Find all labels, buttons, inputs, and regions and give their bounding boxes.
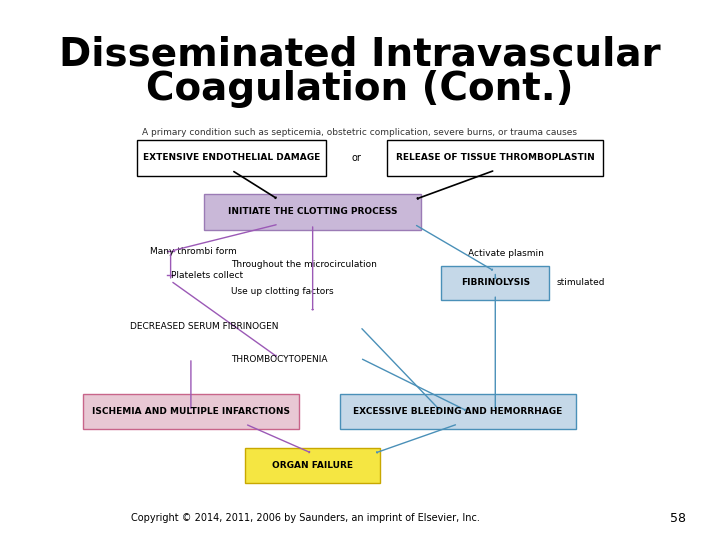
Text: ISCHEMIA AND MULTIPLE INFARCTIONS: ISCHEMIA AND MULTIPLE INFARCTIONS — [92, 407, 290, 416]
Text: Disseminated Intravascular: Disseminated Intravascular — [59, 35, 661, 73]
Text: stimulated: stimulated — [556, 279, 605, 287]
Text: RELEASE OF TISSUE THROMBOPLASTIN: RELEASE OF TISSUE THROMBOPLASTIN — [396, 153, 595, 163]
Text: Copyright © 2014, 2011, 2006 by Saunders, an imprint of Elsevier, Inc.: Copyright © 2014, 2011, 2006 by Saunders… — [132, 514, 480, 523]
Text: 58: 58 — [670, 512, 686, 525]
Text: EXCESSIVE BLEEDING AND HEMORRHAGE: EXCESSIVE BLEEDING AND HEMORRHAGE — [354, 407, 563, 416]
Text: Throughout the microcirculation: Throughout the microcirculation — [232, 260, 377, 269]
Text: ORGAN FAILURE: ORGAN FAILURE — [272, 461, 353, 470]
Text: or: or — [351, 153, 361, 163]
FancyBboxPatch shape — [204, 194, 421, 230]
Text: Coagulation (Cont.): Coagulation (Cont.) — [146, 70, 574, 108]
FancyBboxPatch shape — [137, 140, 326, 176]
Text: INITIATE THE CLOTTING PROCESS: INITIATE THE CLOTTING PROCESS — [228, 207, 397, 217]
Text: EXTENSIVE ENDOTHELIAL DAMAGE: EXTENSIVE ENDOTHELIAL DAMAGE — [143, 153, 320, 163]
Text: Many thrombi form: Many thrombi form — [150, 247, 237, 255]
FancyBboxPatch shape — [245, 448, 380, 483]
FancyBboxPatch shape — [340, 394, 577, 429]
FancyBboxPatch shape — [441, 266, 549, 300]
Text: Platelets collect: Platelets collect — [171, 271, 243, 280]
Text: Use up clotting factors: Use up clotting factors — [232, 287, 334, 296]
Text: THROMBOCYTOPENIA: THROMBOCYTOPENIA — [230, 355, 327, 363]
FancyBboxPatch shape — [387, 140, 603, 176]
Text: A primary condition such as septicemia, obstetric complication, severe burns, or: A primary condition such as septicemia, … — [143, 128, 577, 137]
Text: DECREASED SERUM FIBRINOGEN: DECREASED SERUM FIBRINOGEN — [130, 322, 279, 331]
FancyBboxPatch shape — [83, 394, 299, 429]
Text: Activate plasmin: Activate plasmin — [468, 249, 544, 258]
Text: FIBRINOLYSIS: FIBRINOLYSIS — [461, 279, 530, 287]
